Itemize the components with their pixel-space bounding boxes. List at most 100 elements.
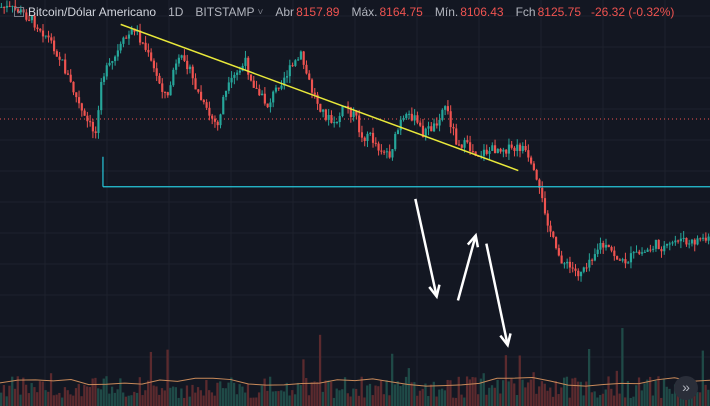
volume-bar xyxy=(366,385,369,406)
candle-body xyxy=(527,150,530,158)
candle-body xyxy=(549,225,552,232)
candle-body xyxy=(75,92,78,98)
volume-bar xyxy=(113,392,116,406)
volume-bar xyxy=(8,385,11,406)
candle-body xyxy=(127,34,131,39)
volume-bar xyxy=(571,378,574,406)
candle-body xyxy=(502,149,505,152)
chevron-down-icon[interactable]: ˅ xyxy=(257,6,264,18)
volume-bar xyxy=(416,395,419,406)
volume-bar xyxy=(149,351,153,406)
volume-bar xyxy=(526,382,530,406)
volume-bar xyxy=(138,377,141,406)
candle-body xyxy=(77,97,81,104)
volume-bar xyxy=(66,390,69,406)
candle-body xyxy=(152,60,156,69)
candle-body xyxy=(541,187,544,199)
volume-bar xyxy=(194,392,197,406)
volume-bar xyxy=(108,393,111,406)
candle-body xyxy=(496,148,499,154)
volume-bar xyxy=(648,376,652,406)
volume-bar xyxy=(410,382,413,406)
volume-bar xyxy=(230,377,233,406)
candle-body xyxy=(546,213,549,226)
candle-body xyxy=(80,103,83,111)
volume-bar xyxy=(518,355,521,406)
candle-body xyxy=(86,115,89,122)
candle-body xyxy=(488,150,491,154)
candle-body xyxy=(585,267,588,269)
volume-bar xyxy=(280,390,283,406)
candle-body xyxy=(416,115,419,123)
volume-bar xyxy=(202,395,205,406)
arrow-shaft xyxy=(456,235,477,301)
arrow-head xyxy=(428,284,441,300)
volume-bar xyxy=(257,392,261,406)
volume-bar xyxy=(540,381,544,406)
volume-bar xyxy=(302,359,305,406)
candle-body xyxy=(652,248,655,250)
candle-body xyxy=(383,151,386,153)
volume-bar xyxy=(424,383,427,406)
volume-bar xyxy=(135,392,139,406)
volume-bar xyxy=(269,376,272,406)
volume-bar xyxy=(47,391,50,406)
volume-bar xyxy=(291,390,294,406)
candle-body xyxy=(419,122,422,126)
candle-body xyxy=(141,42,144,44)
gear-icon[interactable] xyxy=(14,7,24,17)
candle-body xyxy=(102,76,106,82)
volume-bar xyxy=(707,389,710,406)
volume-bar xyxy=(460,394,463,406)
volume-bar xyxy=(321,391,324,406)
candle-body xyxy=(446,106,449,112)
volume-bar xyxy=(660,397,663,406)
volume-bar xyxy=(177,397,180,406)
exchange-label[interactable]: BITSTAMP xyxy=(195,5,255,19)
volume-bar xyxy=(538,386,541,406)
candle-body xyxy=(213,118,217,122)
volume-bar xyxy=(332,397,336,406)
double-chevron-right-icon[interactable]: » xyxy=(674,376,698,400)
candle-body xyxy=(607,244,610,248)
volume-bar xyxy=(16,376,19,406)
volume-bar xyxy=(72,395,75,406)
candle-body xyxy=(52,40,56,52)
volume-bar xyxy=(352,388,355,406)
interval-label[interactable]: 1D xyxy=(168,5,184,19)
volume-bar xyxy=(585,381,588,406)
candle-body xyxy=(111,61,114,63)
candle-body xyxy=(122,37,125,44)
volume-bar xyxy=(180,388,183,406)
volume-bar xyxy=(532,372,535,406)
candle-body xyxy=(116,50,119,57)
volume-bar xyxy=(421,388,424,406)
volume-bar xyxy=(27,393,31,406)
volume-bar xyxy=(549,387,552,406)
candle-body xyxy=(255,87,258,89)
candle-body xyxy=(682,237,685,239)
candle-body xyxy=(266,103,269,108)
volume-bar xyxy=(382,394,386,406)
candle-body xyxy=(105,65,108,77)
candle-body xyxy=(125,37,128,39)
volume-bar xyxy=(576,381,580,406)
candle-body xyxy=(552,231,555,238)
candle-body xyxy=(30,15,33,21)
volume-bar xyxy=(629,397,632,406)
candle-body xyxy=(394,134,397,150)
volume-bar xyxy=(374,385,377,406)
volume-bar xyxy=(657,376,660,406)
candle-body xyxy=(513,147,516,151)
candle-body xyxy=(685,237,688,245)
candle-body xyxy=(671,242,674,244)
candle-body xyxy=(280,85,283,89)
candle-body xyxy=(554,237,558,249)
candle-body xyxy=(319,103,322,112)
volume-bar xyxy=(371,395,374,406)
symbol-name[interactable]: Bitcoin/Dólar Americano xyxy=(28,5,157,19)
candle-body xyxy=(252,80,255,88)
volume-bar xyxy=(77,383,80,406)
